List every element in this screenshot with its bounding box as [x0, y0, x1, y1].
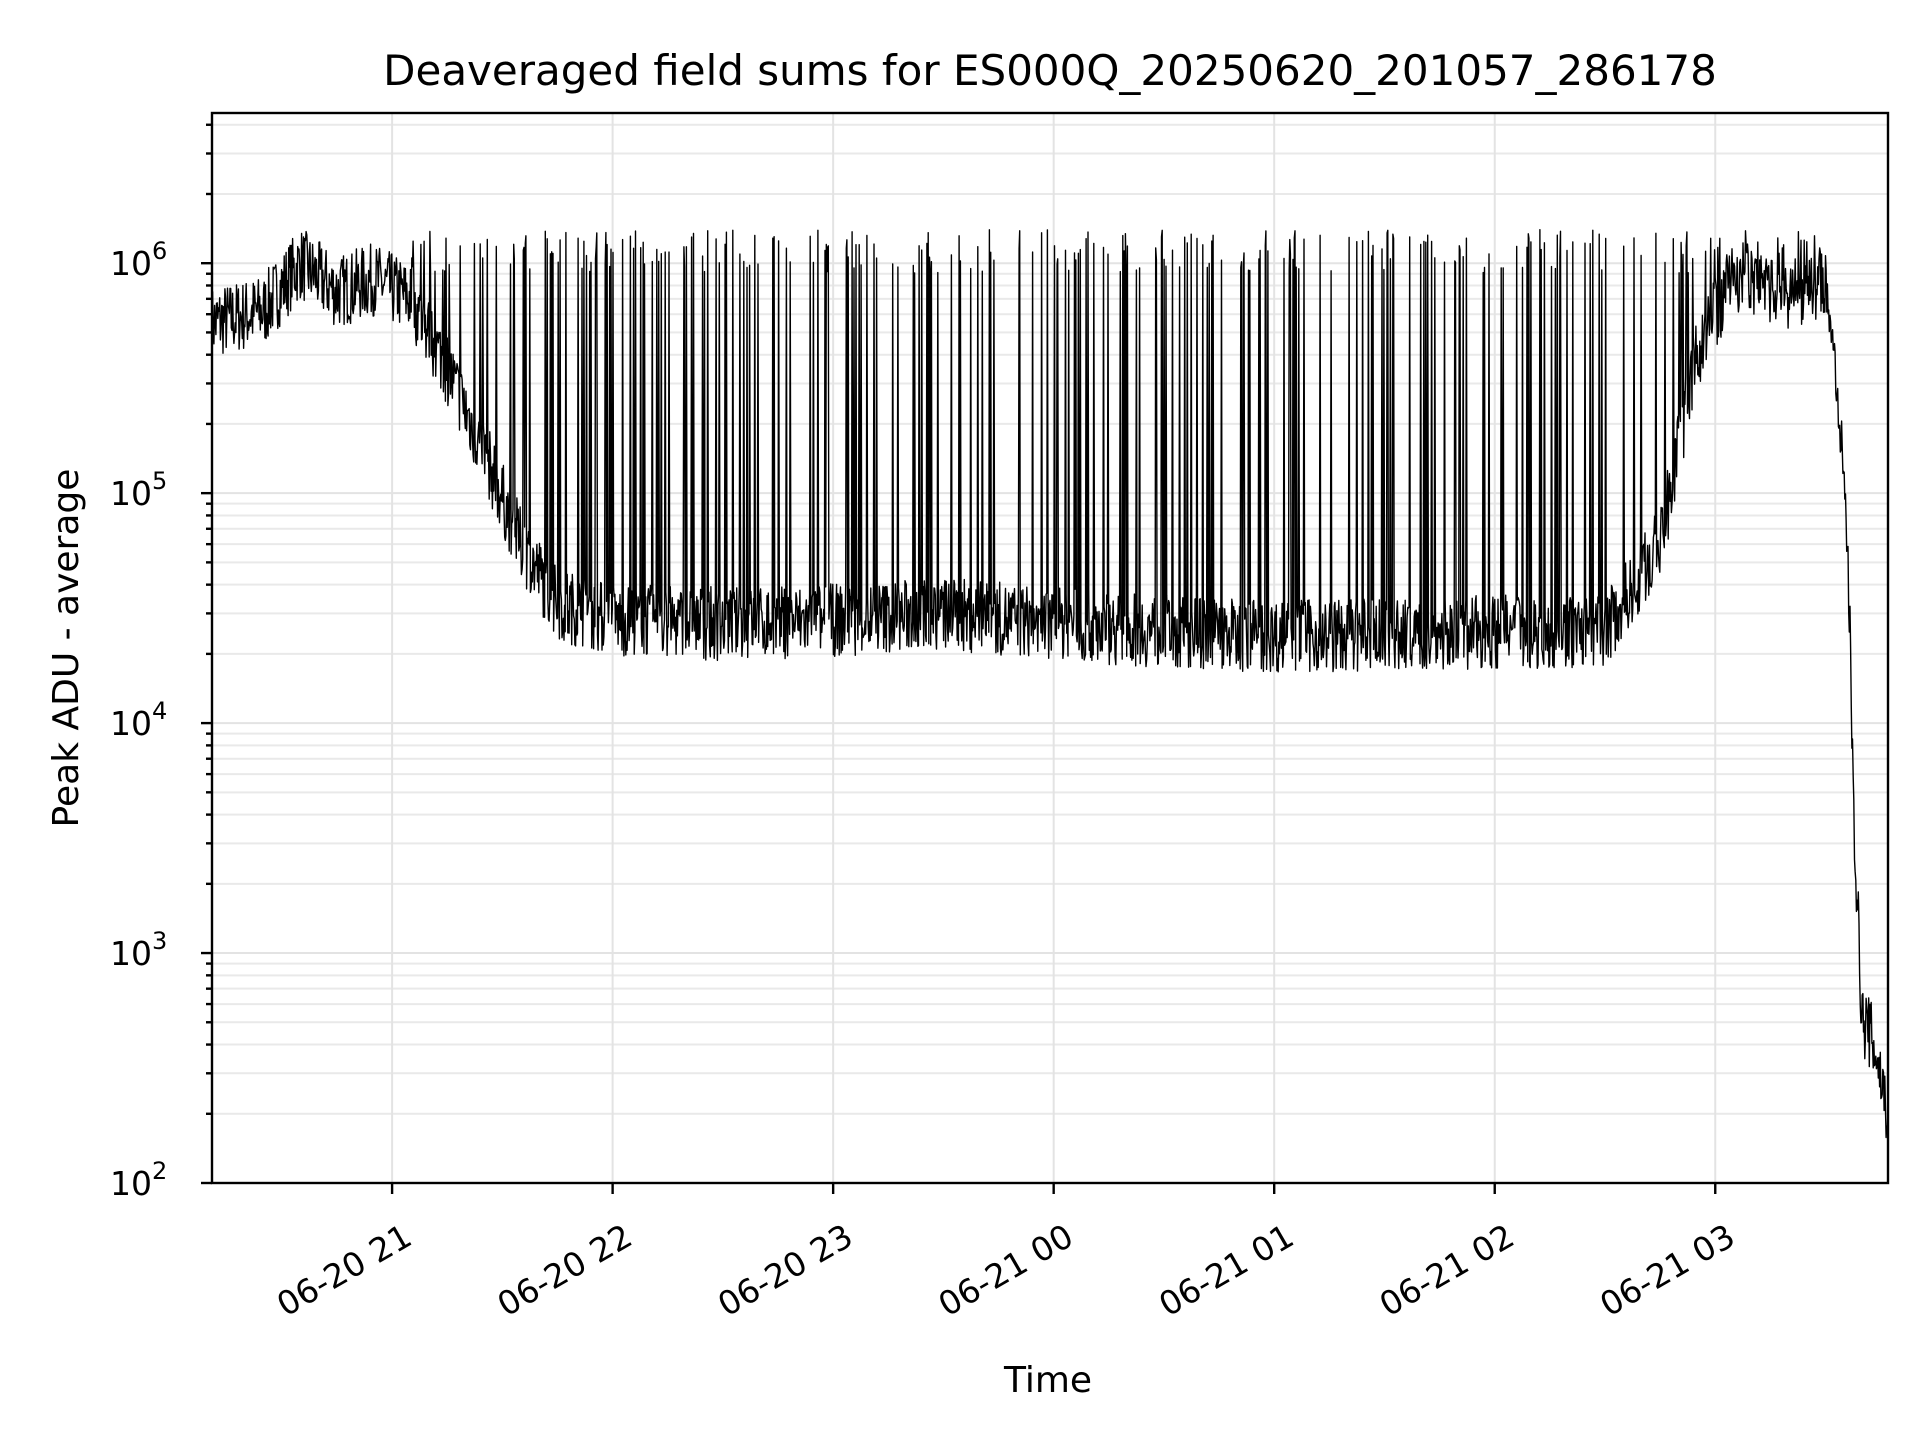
- y-tick-label: 104: [110, 697, 167, 743]
- plot-frame: [210, 111, 1890, 1185]
- series-line: [211, 228, 1889, 1139]
- y-tick-label: 105: [110, 467, 167, 513]
- y-tick-label: 102: [110, 1157, 167, 1203]
- y-tick-label: 103: [110, 927, 167, 973]
- x-axis-label: Time: [1003, 1360, 1092, 1401]
- grid: [212, 113, 1888, 1184]
- y-axis-label: Peak ADU - average: [46, 469, 87, 828]
- y-tick-label: 106: [110, 237, 167, 283]
- series: [211, 228, 1889, 1139]
- y-axis: 102 103 104 105 106: [110, 123, 212, 1203]
- chart-title: Deaveraged field sums for ES000Q_2025062…: [383, 46, 1717, 95]
